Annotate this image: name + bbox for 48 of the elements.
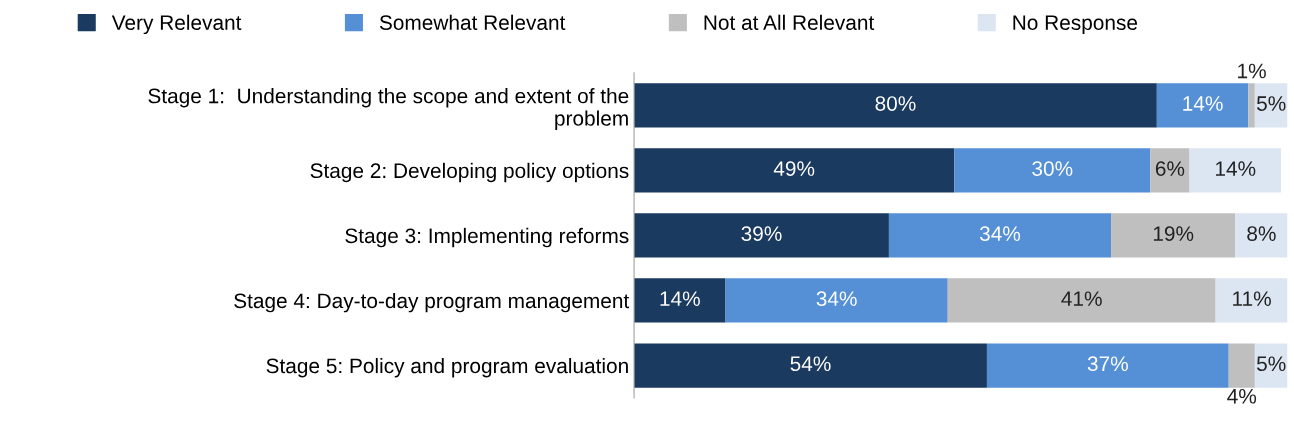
bar <box>1189 148 1281 193</box>
legend-label: Somewhat Relevant <box>379 14 566 30</box>
data-label: 39% <box>741 226 782 241</box>
bar <box>1235 213 1288 258</box>
legend-label: Not at All Relevant <box>704 14 875 30</box>
y-tick-label: Stage 2: Developing policy options <box>310 162 629 183</box>
data-label: 14% <box>660 291 700 306</box>
legend-label: No Response <box>1013 15 1138 35</box>
y-tick-label: Stage 3: Implementing reforms <box>345 227 629 248</box>
y-tick-label: Stage 5: Policy and program evaluation <box>266 357 628 378</box>
data-label: 6% <box>1155 161 1185 176</box>
y-tick-label: Stage 4: Day-to-day program management <box>234 292 630 313</box>
data-label: 80% <box>875 96 916 111</box>
y-tick-label: Stage 1: Understanding the scope and extent of the problem <box>148 88 629 130</box>
data-label: 41% <box>1061 291 1102 306</box>
data-label: 5% <box>1256 356 1286 372</box>
data-label: 14% <box>1183 96 1223 111</box>
data-label: 11% <box>1233 291 1271 306</box>
bar <box>634 213 889 258</box>
bar <box>888 213 1112 258</box>
bar <box>634 148 955 193</box>
bar <box>1215 278 1288 323</box>
data-label: 54% <box>790 356 831 372</box>
bar <box>725 278 948 323</box>
data-label: 4% <box>1227 388 1257 404</box>
data-label: 49% <box>773 161 815 176</box>
bar <box>1150 148 1190 193</box>
data-label: 30% <box>1032 161 1073 176</box>
data-label: 14% <box>1215 161 1256 176</box>
bar <box>954 148 1151 193</box>
data-label: 5% <box>1256 96 1286 111</box>
data-label: 34% <box>816 291 857 307</box>
data-label: 8% <box>1247 226 1276 241</box>
bar <box>634 343 987 388</box>
data-label: 19% <box>1153 226 1194 241</box>
bar <box>1228 343 1255 388</box>
bar <box>1248 83 1255 128</box>
legend-label: Very Relevant <box>111 14 242 35</box>
bar <box>1254 343 1288 388</box>
bar <box>1156 83 1249 128</box>
bar <box>634 278 726 323</box>
bar <box>986 343 1229 388</box>
bar <box>634 83 1157 128</box>
bar <box>1111 213 1236 258</box>
data-label: 37% <box>1087 356 1128 372</box>
bar <box>947 278 1216 323</box>
data-label: 34% <box>979 226 1021 241</box>
data-label: 1% <box>1238 63 1266 79</box>
